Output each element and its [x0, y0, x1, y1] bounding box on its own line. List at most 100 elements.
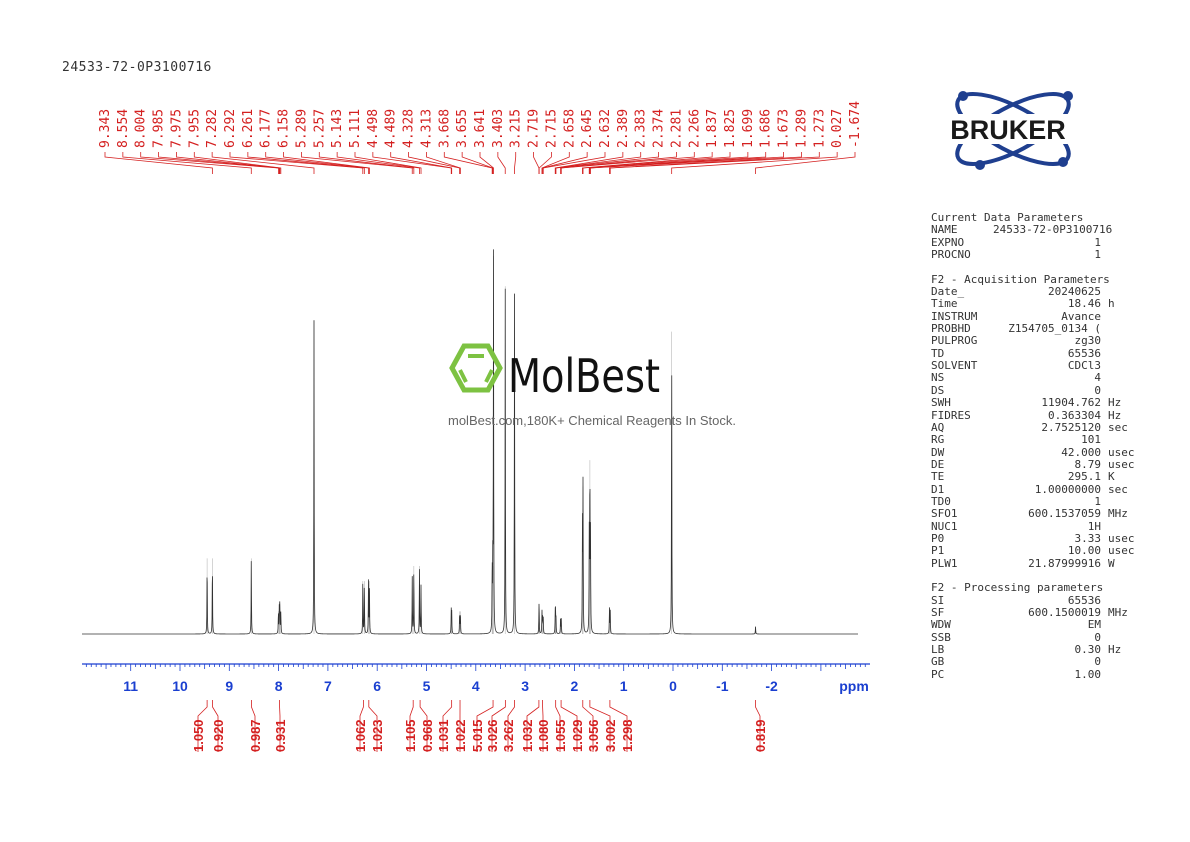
- param-unit: [1101, 311, 1108, 323]
- param-row: DE 8.79 usec: [931, 457, 1135, 471]
- integral-value: 1.062: [353, 719, 368, 752]
- peak-label-leader: [555, 152, 659, 174]
- param-key: SI: [931, 593, 945, 607]
- param-unit: [1101, 286, 1108, 298]
- param-row: PLW1 21.87999916 W: [931, 556, 1135, 570]
- param-key: EXPNO: [931, 235, 965, 249]
- integral-leader: [507, 700, 515, 752]
- integral-value: 1.050: [191, 719, 206, 752]
- param-value: 24533-72-0P3100716: [993, 223, 1113, 237]
- x-axis: 11 10 9 8 7 6 5 4 3 2 1 0 -1 -2 ppm: [82, 663, 870, 694]
- integral-leader: [212, 700, 219, 752]
- peak-label: 7.282: [205, 109, 220, 148]
- peak-label-leader: [443, 152, 493, 174]
- param-value: 600.1500019: [1028, 606, 1101, 619]
- peak-label-leader: [426, 152, 461, 174]
- param-key: AQ: [931, 420, 945, 434]
- peak-label-leader: [354, 152, 422, 174]
- param-unit: [1101, 434, 1108, 446]
- param-value: 0: [1094, 655, 1101, 669]
- param-unit: Hz: [1108, 643, 1122, 657]
- param-row: RG 101: [931, 433, 1135, 447]
- param-key: RG: [931, 433, 945, 447]
- param-section-heading: Current Data Parameters: [931, 211, 1084, 224]
- x-tick-label: 0: [669, 678, 677, 694]
- param-row: Date_ 20240625: [931, 285, 1135, 299]
- x-tick-label: 4: [472, 678, 480, 694]
- param-unit: [1101, 249, 1108, 261]
- param-unit: [1101, 669, 1108, 681]
- peak-label: 5.111: [348, 109, 363, 148]
- param-unit: usec: [1108, 457, 1135, 471]
- param-row: TD0 1: [931, 495, 1135, 508]
- param-value: 600.1537059: [1028, 507, 1101, 521]
- param-unit: sec: [1108, 420, 1128, 434]
- peak-label-leader: [211, 152, 315, 174]
- peak-label: 4.313: [419, 109, 434, 148]
- param-row: PC 1.00: [931, 668, 1135, 681]
- x-tick-label: 6: [373, 678, 381, 694]
- peak-label: 2.658: [562, 109, 577, 148]
- param-key: D1: [931, 482, 945, 496]
- param-key: SFO1: [931, 507, 958, 521]
- param-row: NUC1 1H: [931, 520, 1135, 533]
- param-row: PULPROG zg30: [931, 335, 1135, 348]
- peak-label-leader: [497, 152, 506, 174]
- integral-value: 1.029: [570, 719, 585, 752]
- param-key: SSB: [931, 630, 951, 644]
- param-row: SFO1 600.1537059 MHz: [931, 507, 1135, 521]
- param-value: EM: [1087, 618, 1101, 632]
- x-tick-label: 9: [225, 678, 233, 694]
- peak-label-leader: [104, 152, 213, 174]
- integral-leader: [442, 700, 453, 752]
- integral-value: 1.298: [620, 719, 635, 752]
- param-unit: [1101, 360, 1108, 372]
- integral-leader: [526, 700, 540, 752]
- peak-label-leader: [265, 152, 369, 174]
- peak-label: 2.645: [580, 109, 595, 148]
- peak-label-leader: [461, 152, 494, 174]
- param-key: TD: [931, 346, 945, 360]
- peak-label-leader: [514, 152, 517, 174]
- param-value: Avance: [1061, 309, 1101, 323]
- peak-label-leader: [283, 152, 370, 174]
- integral-value: 1.023: [370, 719, 385, 752]
- integral-value: 3.026: [485, 719, 500, 752]
- peak-label-leader: [247, 152, 365, 174]
- param-value: 295.1: [1067, 470, 1101, 484]
- integral-leader: [491, 700, 506, 752]
- param-value: 101: [1081, 433, 1101, 447]
- peak-label-leader: [541, 152, 570, 174]
- peak-label-leader: [140, 152, 279, 174]
- bruker-logo-text: BRUKER: [950, 115, 1066, 145]
- peak-label: 9.343: [98, 109, 113, 148]
- integral-value: 0.920: [211, 719, 226, 752]
- peak-label: 7.975: [169, 109, 184, 148]
- integral-value: 0.819: [753, 719, 768, 752]
- param-row: WDW EM: [931, 618, 1135, 632]
- param-key: Time: [931, 297, 958, 311]
- param-unit: Hz: [1108, 408, 1122, 422]
- x-tick-label: 10: [172, 678, 188, 694]
- param-row: TE 295.1 K: [931, 470, 1135, 484]
- peak-label-leader: [609, 152, 802, 174]
- peak-label: 2.266: [687, 109, 702, 148]
- peak-label-leader: [533, 152, 540, 174]
- peak-label: 6.177: [259, 109, 274, 148]
- param-key: SF: [931, 606, 945, 619]
- param-row: PROCNO 1: [931, 248, 1135, 261]
- peak-label-leader: [555, 152, 642, 174]
- integral-leader: [555, 700, 561, 752]
- param-key: Date_: [931, 285, 965, 299]
- peak-label: 3.403: [491, 109, 506, 148]
- peak-label-leader: [582, 152, 731, 174]
- peak-label: 1.686: [759, 109, 774, 148]
- param-unit: sec: [1108, 482, 1128, 496]
- param-key: DW: [931, 445, 945, 459]
- peak-label: 1.837: [705, 109, 720, 148]
- param-unit: W: [1108, 556, 1115, 570]
- peak-label: 4.489: [384, 109, 399, 148]
- molbest-logo: MolBest: [449, 343, 660, 403]
- peak-label-leader: [671, 152, 838, 174]
- peak-label: 0.027: [830, 109, 845, 148]
